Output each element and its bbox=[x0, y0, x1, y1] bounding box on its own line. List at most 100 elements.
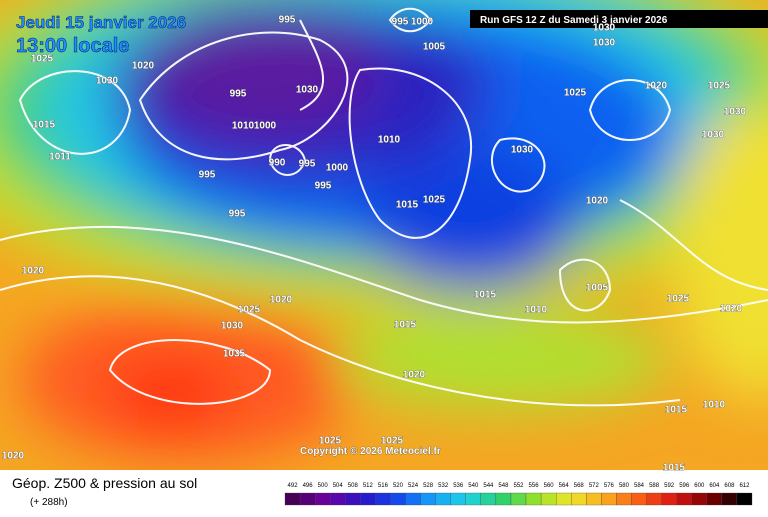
scale-label: 520 bbox=[393, 483, 404, 489]
scale-label: 500 bbox=[318, 483, 329, 489]
scale-swatch bbox=[736, 492, 753, 506]
isobar-label: 1010 bbox=[525, 305, 548, 316]
isobar-label: 1015 bbox=[663, 463, 686, 474]
isobar-label: 1010 bbox=[703, 400, 726, 411]
scale-swatch bbox=[556, 492, 572, 506]
scale-swatch bbox=[721, 492, 738, 506]
scale-swatch bbox=[314, 492, 331, 506]
scale-swatch bbox=[405, 492, 421, 506]
scale-swatch bbox=[480, 492, 497, 506]
scale-swatch bbox=[284, 492, 301, 506]
scale-label: 592 bbox=[664, 483, 675, 489]
isobar-label: 1015 bbox=[665, 405, 688, 416]
isobar-label: 1015 bbox=[396, 200, 419, 211]
isobar-label: 995 bbox=[299, 159, 316, 170]
scale-label: 524 bbox=[408, 483, 419, 489]
scale-label: 588 bbox=[649, 483, 660, 489]
scale-swatch bbox=[661, 492, 677, 506]
isobar-label: 1025 bbox=[564, 88, 587, 99]
isobar-label: 1020 bbox=[720, 304, 743, 315]
scale-swatch bbox=[631, 492, 647, 506]
isobar-label: 1020 bbox=[586, 196, 609, 207]
isobar-label: 1005 bbox=[586, 283, 609, 294]
isobar-label: 1005 bbox=[423, 42, 446, 53]
scale-swatch bbox=[510, 492, 527, 506]
scale-label: 584 bbox=[634, 483, 645, 489]
copyright: Copyright © 2026 Meteociel.fr bbox=[300, 446, 441, 457]
scale-swatch bbox=[465, 492, 481, 506]
isobar-label: 1025 bbox=[381, 436, 404, 447]
isobar-label: 1000 bbox=[254, 121, 277, 132]
isobar-label: 1025 bbox=[708, 81, 731, 92]
isobar-label: 1030 bbox=[702, 130, 725, 141]
scale-label: 548 bbox=[498, 483, 509, 489]
isobar-label: 995 bbox=[279, 15, 296, 26]
isobar-label: 995 bbox=[230, 89, 247, 100]
isobar-label: 1030 bbox=[296, 85, 319, 96]
isobar-label: 1030 bbox=[724, 107, 747, 118]
scale-label: 544 bbox=[483, 483, 494, 489]
isobar-label: 1030 bbox=[511, 145, 534, 156]
scale-swatch bbox=[345, 492, 361, 506]
scale-label: 596 bbox=[679, 483, 690, 489]
isobar-label: 1030 bbox=[96, 76, 119, 87]
isobar-label: 1030 bbox=[593, 23, 616, 34]
isobar-label: 1025 bbox=[319, 436, 342, 447]
isobar-label: 1020 bbox=[403, 370, 426, 381]
scale-swatch bbox=[676, 492, 692, 506]
scale-swatch bbox=[450, 492, 466, 506]
isobar-label: 1025 bbox=[667, 294, 690, 305]
scale-swatch bbox=[646, 492, 662, 506]
scale-swatch bbox=[601, 492, 617, 506]
scale-label: 576 bbox=[604, 483, 615, 489]
isobar-label: 1020 bbox=[645, 81, 668, 92]
isobar-label: 1015 bbox=[33, 120, 56, 131]
isobar-label: 1015 bbox=[474, 290, 497, 301]
isobar-label: 995 bbox=[315, 181, 332, 192]
scale-label: 496 bbox=[303, 483, 314, 489]
isobar-label: 1020 bbox=[270, 295, 293, 306]
isobar-label: 1010 bbox=[232, 121, 255, 132]
isobar-label: 995 bbox=[229, 209, 246, 220]
scale-label: 572 bbox=[589, 483, 600, 489]
isobar-label: 1030 bbox=[593, 38, 616, 49]
isobar-label: 1011 bbox=[49, 152, 71, 163]
scale-label: 492 bbox=[288, 483, 299, 489]
isobar-label: 1020 bbox=[132, 61, 155, 72]
scale-label: 512 bbox=[363, 483, 374, 489]
scale-label: 600 bbox=[694, 483, 705, 489]
scale-swatch bbox=[525, 492, 542, 506]
isobar-label: 1020 bbox=[2, 451, 25, 462]
scale-swatch bbox=[390, 492, 406, 506]
isobar-label: 1015 bbox=[394, 320, 417, 331]
footer-lead: (+ 288h) bbox=[30, 497, 68, 508]
isobar-label: 1020 bbox=[22, 266, 45, 277]
isobar-label: 990 bbox=[269, 158, 286, 169]
scale-label: 580 bbox=[619, 483, 630, 489]
scale-swatch bbox=[299, 492, 316, 506]
isobar-label: 1010 bbox=[378, 135, 401, 146]
scale-swatch bbox=[495, 492, 512, 506]
isobar-label: 995 bbox=[199, 170, 216, 181]
isobar-label: 1025 bbox=[238, 305, 261, 316]
isobar-label: 995 bbox=[392, 17, 409, 28]
time: 13:00 locale bbox=[16, 35, 129, 57]
scale-label: 568 bbox=[574, 483, 585, 489]
scale-label: 564 bbox=[559, 483, 570, 489]
scale-label: 536 bbox=[453, 483, 464, 489]
scale-label: 504 bbox=[333, 483, 344, 489]
date: Jeudi 15 janvier 2026 bbox=[16, 13, 186, 32]
scale-label: 560 bbox=[544, 483, 555, 489]
scale-label: 556 bbox=[529, 483, 540, 489]
scale-swatch bbox=[586, 492, 602, 506]
scale-label: 608 bbox=[724, 483, 735, 489]
run-banner bbox=[470, 10, 768, 28]
isobar-label: 1025 bbox=[31, 54, 54, 65]
scale-label: 528 bbox=[423, 483, 434, 489]
run-info: Run GFS 12 Z du Samedi 3 janvier 2026 bbox=[480, 15, 668, 26]
scale-swatch bbox=[435, 492, 451, 506]
scale-label: 540 bbox=[468, 483, 479, 489]
footer-title: Géop. Z500 & pression au sol bbox=[12, 475, 197, 491]
scale-label: 532 bbox=[438, 483, 449, 489]
